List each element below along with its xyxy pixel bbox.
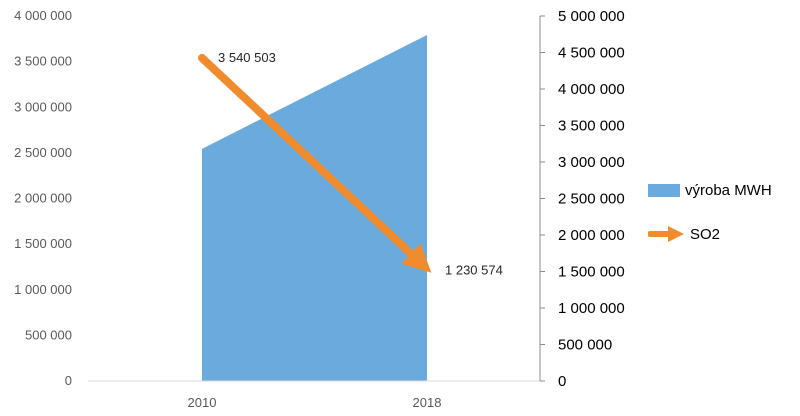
y-right-tick-label: 500 000 (558, 337, 612, 354)
y-right-tick-label: 0 (558, 373, 566, 390)
y-right-tick-label: 5 000 000 (558, 8, 625, 25)
legend-label-arrow: SO2 (690, 225, 721, 243)
y-left-tick-label: 500 000 (25, 327, 72, 342)
y-right-tick-label: 3 500 000 (558, 118, 625, 135)
y-right-tick-label: 4 500 000 (558, 45, 625, 62)
y-left-tick-label: 2 000 000 (14, 191, 72, 206)
data-label-so2-2010: 3 540 503 (218, 50, 276, 65)
y-right-tick-label: 1 000 000 (558, 300, 625, 317)
y-right-tick-label: 2 500 000 (558, 191, 625, 208)
legend-label-area: výroba MWH (685, 181, 772, 199)
y-left-tick-label: 2 500 000 (14, 145, 72, 160)
arrow-series-so2 (198, 53, 415, 258)
y-right-tick-label: 1 500 000 (558, 264, 625, 281)
y-right-tick-label: 3 000 000 (558, 154, 625, 171)
y-left-tick-label: 3 500 000 (14, 54, 72, 69)
legend-swatch-area (648, 183, 680, 197)
y-left-tick-label: 4 000 000 (14, 8, 72, 23)
y-right-tick-label: 4 000 000 (558, 81, 625, 98)
y-right-tick-label: 2 000 000 (558, 227, 625, 244)
area-series-vyroba (202, 34, 427, 381)
legend-item-area: výroba MWH (648, 178, 772, 202)
legend-item-arrow: SO2 (648, 222, 772, 246)
y-left-tick-label: 1 000 000 (14, 282, 72, 297)
arrow-head-so2 (401, 243, 432, 273)
legend: výroba MWH SO2 (648, 178, 772, 266)
data-label-so2-2018: 1 230 574 (445, 263, 503, 278)
x-tick-label: 2010 (188, 395, 217, 410)
legend-arrow-icon (648, 226, 684, 242)
y-left-tick-label: 0 (65, 373, 72, 388)
x-tick-label: 2018 (413, 395, 442, 410)
y-left-tick-label: 1 500 000 (14, 236, 72, 251)
y-left-tick-label: 3 000 000 (14, 99, 72, 114)
